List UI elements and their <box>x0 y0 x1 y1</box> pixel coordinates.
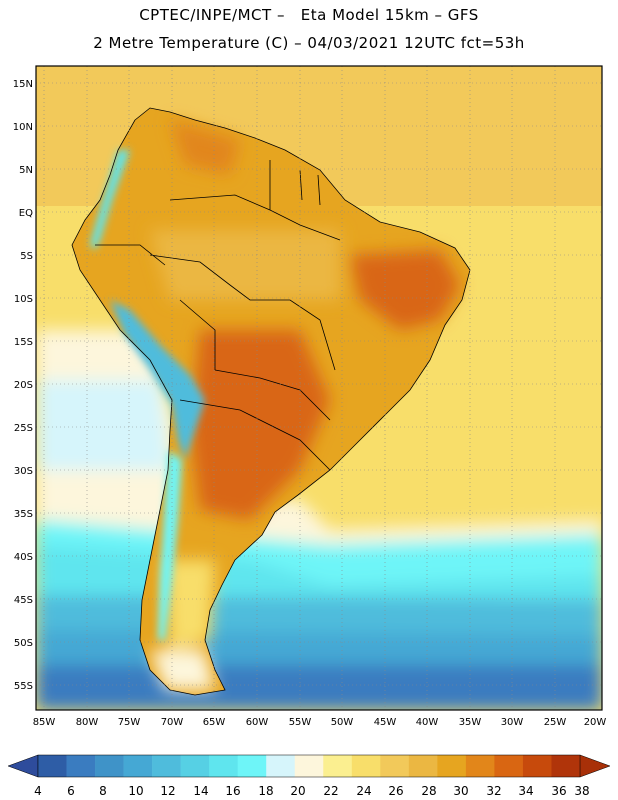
colorbar-swatch <box>209 755 238 777</box>
colorbar-label: 36 <box>551 784 566 798</box>
lon-label: 45W <box>374 717 397 728</box>
hot-core-northeast <box>350 250 460 330</box>
lon-label: 75W <box>118 717 141 728</box>
colorbar-label: 32 <box>486 784 501 798</box>
lon-label: 40W <box>416 717 439 728</box>
colorbar-swatch <box>551 755 581 777</box>
colorbar-label: 6 <box>67 784 75 798</box>
colorbar-label: 26 <box>388 784 403 798</box>
hot-core-central <box>190 330 330 520</box>
lon-label: 50W <box>331 717 354 728</box>
lat-label: 15N <box>13 79 33 90</box>
lon-label: 70W <box>161 717 184 728</box>
lat-label: 25S <box>14 423 33 434</box>
map-frame <box>35 65 603 711</box>
colorbar-over-arrow <box>579 754 611 778</box>
colorbar-label: 22 <box>323 784 338 798</box>
lat-label: 10S <box>14 294 33 305</box>
lon-label: 30W <box>501 717 524 728</box>
country-borders <box>71 107 471 696</box>
colorbar-swatch <box>180 755 210 777</box>
colorbar-label: 14 <box>193 784 208 798</box>
colorbar-swatch <box>123 755 153 777</box>
lon-label: 35W <box>459 717 482 728</box>
lon-label: 80W <box>76 717 99 728</box>
latitude-labels: 15N 10N 5N EQ 5S 10S 15S 20S 25S 30S 35S… <box>13 79 33 692</box>
ocean-band-10 <box>36 630 602 670</box>
colorbar-swatch <box>494 755 524 777</box>
amazon-basin <box>150 230 340 300</box>
andes-central <box>110 300 205 460</box>
lon-label: 25W <box>544 717 567 728</box>
colorbar-swatch <box>38 755 67 777</box>
colorbar-swatch <box>152 755 181 777</box>
longitude-labels: 85W 80W 75W 70W 65W 60W 55W 50W 45W 40W … <box>33 717 607 728</box>
colorbar-outline <box>37 754 581 778</box>
colorbar-label: 34 <box>518 784 533 798</box>
lat-label: 15S <box>14 337 33 348</box>
colorbar-swatch <box>465 755 495 777</box>
colorbar-swatch <box>437 755 467 777</box>
colorbar-label: 20 <box>290 784 305 798</box>
colorbar-swatch <box>351 755 381 777</box>
colorbar-label: 8 <box>99 784 107 798</box>
lat-label: 50S <box>14 638 33 649</box>
colorbar-label: 30 <box>453 784 468 798</box>
colorbar-label: 28 <box>421 784 436 798</box>
colorbar: 4 6 8 10 12 14 16 18 20 22 24 26 28 30 3… <box>7 754 611 798</box>
ocean-band-6 <box>36 665 602 710</box>
lat-label: 30S <box>14 466 33 477</box>
colorbar-under-arrow <box>7 754 39 778</box>
andes-north <box>90 150 130 250</box>
colorbar-swatch <box>266 755 296 777</box>
lat-label: 20S <box>14 380 33 391</box>
map-subtitle: 2 Metre Temperature (C) – 04/03/2021 12U… <box>93 34 525 52</box>
colorbar-label: 16 <box>225 784 240 798</box>
colorbar-swatch <box>323 755 353 777</box>
hot-core-north <box>170 120 240 175</box>
graticule <box>36 66 602 710</box>
lat-label: 45S <box>14 595 33 606</box>
lat-label: 5N <box>19 165 33 176</box>
colorbar-swatch <box>380 755 410 777</box>
lon-label: 65W <box>203 717 226 728</box>
lon-label: 55W <box>289 717 312 728</box>
lat-label: 35S <box>14 509 33 520</box>
lon-label: 20W <box>584 717 607 728</box>
lon-label: 85W <box>33 717 56 728</box>
colorbar-label: 10 <box>128 784 143 798</box>
colorbar-swatch <box>408 755 438 777</box>
colorbar-label: 4 <box>34 784 42 798</box>
lat-label: 5S <box>20 251 33 262</box>
colorbar-label: 38 <box>574 784 589 798</box>
pacific-cold-tongue <box>36 380 170 470</box>
colorbar-label: 18 <box>258 784 273 798</box>
map-panel <box>36 66 602 710</box>
tierra-del-fuego <box>150 650 215 690</box>
lat-label: 55S <box>14 681 33 692</box>
lat-label: 10N <box>13 122 33 133</box>
colorbar-label: 24 <box>356 784 371 798</box>
colorbar-swatch <box>522 755 552 777</box>
map-title: CPTEC/INPE/MCT – Eta Model 15km – GFS <box>139 6 479 24</box>
colorbar-swatch <box>95 755 124 777</box>
colorbar-label: 12 <box>160 784 175 798</box>
colorbar-swatch <box>237 755 267 777</box>
lat-label: 40S <box>14 552 33 563</box>
lat-label: EQ <box>19 208 33 219</box>
lon-label: 60W <box>246 717 269 728</box>
colorbar-swatch <box>294 755 324 777</box>
colorbar-swatch <box>66 755 96 777</box>
patagonia-warm <box>165 560 215 650</box>
andes-south <box>158 450 182 640</box>
